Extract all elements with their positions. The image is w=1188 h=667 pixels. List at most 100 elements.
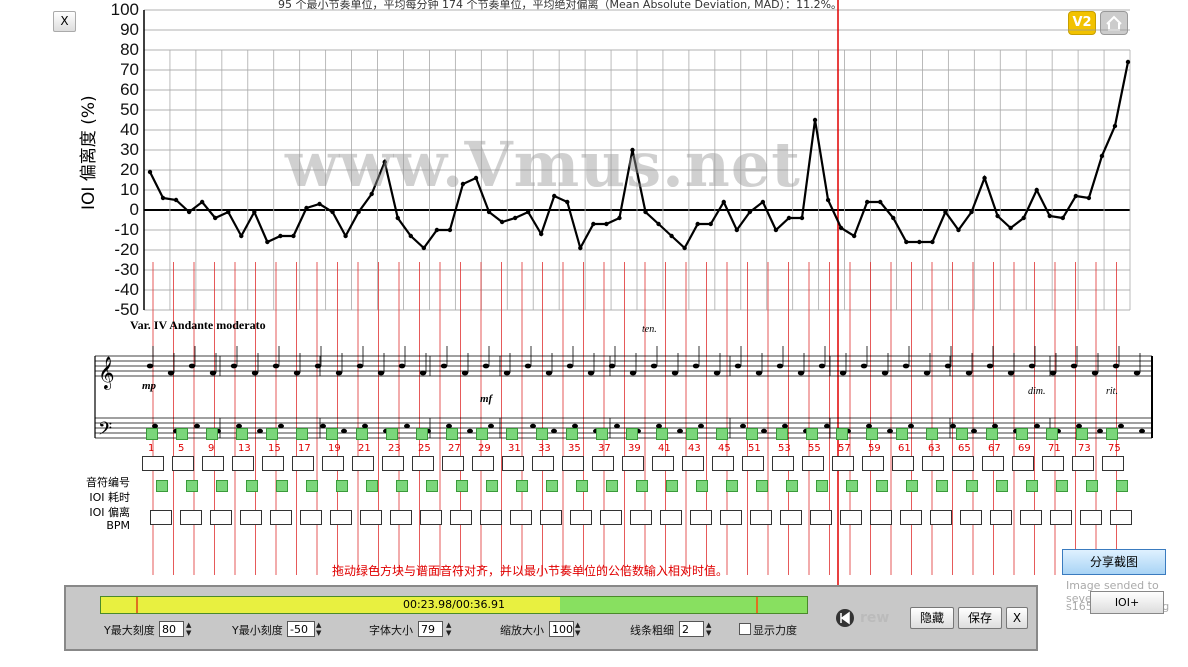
hide-button[interactable]: 隐藏 (910, 607, 954, 629)
relative-duration-input[interactable] (570, 510, 592, 525)
relative-duration-input[interactable] (592, 456, 614, 471)
relative-duration-input[interactable] (502, 456, 524, 471)
relative-duration-input[interactable] (300, 510, 322, 525)
alignment-handle[interactable] (696, 480, 708, 492)
relative-duration-input[interactable] (472, 456, 494, 471)
relative-duration-input[interactable] (412, 456, 434, 471)
relative-duration-input[interactable] (390, 510, 412, 525)
line-width-input[interactable]: 2 (679, 621, 704, 637)
relative-duration-input[interactable] (180, 510, 202, 525)
relative-duration-input[interactable] (442, 456, 464, 471)
alignment-handle[interactable] (836, 428, 848, 440)
alignment-handle[interactable] (1106, 428, 1118, 440)
relative-duration-input[interactable] (802, 456, 824, 471)
show-scale-checkbox[interactable] (739, 623, 751, 635)
relative-duration-input[interactable] (892, 456, 914, 471)
relative-duration-input[interactable] (142, 456, 164, 471)
rewind-icon[interactable] (836, 609, 854, 627)
relative-duration-input[interactable] (922, 456, 944, 471)
alignment-handle[interactable] (926, 428, 938, 440)
version-badge[interactable]: V2 (1068, 11, 1096, 35)
relative-duration-input[interactable] (742, 456, 764, 471)
relative-duration-input[interactable] (262, 456, 284, 471)
relative-duration-input[interactable] (832, 456, 854, 471)
alignment-handle[interactable] (846, 480, 858, 492)
relative-duration-input[interactable] (1072, 456, 1094, 471)
relative-duration-input[interactable] (1042, 456, 1064, 471)
relative-duration-input[interactable] (1110, 510, 1132, 525)
relative-duration-input[interactable] (352, 456, 374, 471)
relative-duration-input[interactable] (562, 456, 584, 471)
relative-duration-input[interactable] (172, 456, 194, 471)
relative-duration-input[interactable] (900, 510, 922, 525)
alignment-handle[interactable] (746, 428, 758, 440)
relative-duration-input[interactable] (712, 456, 734, 471)
alignment-handle[interactable] (906, 480, 918, 492)
alignment-handle[interactable] (1056, 480, 1068, 492)
relative-duration-input[interactable] (952, 456, 974, 471)
save-button[interactable]: 保存 (958, 607, 1002, 629)
relative-duration-input[interactable] (780, 510, 802, 525)
alignment-handle[interactable] (486, 480, 498, 492)
alignment-handle[interactable] (186, 480, 198, 492)
relative-duration-input[interactable] (202, 456, 224, 471)
relative-duration-input[interactable] (540, 510, 562, 525)
relative-duration-input[interactable] (600, 510, 622, 525)
relative-duration-input[interactable] (150, 510, 172, 525)
ioi-plus-button[interactable]: IOI+ (1090, 591, 1164, 614)
share-screenshot-button[interactable]: 分享截图 (1062, 549, 1166, 575)
alignment-handle[interactable] (996, 480, 1008, 492)
alignment-handle[interactable] (756, 480, 768, 492)
playback-progress-bar[interactable]: 00:23.98/00:36.91 (100, 596, 808, 614)
close-button[interactable]: X (53, 11, 76, 32)
relative-duration-input[interactable] (660, 510, 682, 525)
zoom-stepper[interactable]: ▲ ▼ (575, 621, 581, 637)
y-min-input[interactable]: -50 (287, 621, 315, 637)
relative-duration-input[interactable] (982, 456, 1004, 471)
relative-duration-input[interactable] (622, 456, 644, 471)
y-max-input[interactable]: 80 (159, 621, 184, 637)
line-width-stepper[interactable]: ▲ ▼ (706, 621, 712, 637)
alignment-handle[interactable] (1016, 428, 1028, 440)
relative-duration-input[interactable] (690, 510, 712, 525)
font-size-input[interactable]: 79 (418, 621, 443, 637)
relative-duration-input[interactable] (480, 510, 502, 525)
relative-duration-input[interactable] (1080, 510, 1102, 525)
alignment-handle[interactable] (986, 428, 998, 440)
relative-duration-input[interactable] (382, 456, 404, 471)
alignment-handle[interactable] (1086, 480, 1098, 492)
alignment-handle[interactable] (276, 480, 288, 492)
home-icon[interactable] (1100, 11, 1128, 35)
relative-duration-input[interactable] (1020, 510, 1042, 525)
alignment-handle[interactable] (236, 428, 248, 440)
zoom-input[interactable]: 100 (549, 621, 574, 637)
relative-duration-input[interactable] (810, 510, 832, 525)
relative-duration-input[interactable] (450, 510, 472, 525)
relative-duration-input[interactable] (360, 510, 382, 525)
alignment-handle[interactable] (216, 480, 228, 492)
alignment-handle[interactable] (326, 428, 338, 440)
alignment-handle[interactable] (446, 428, 458, 440)
relative-duration-input[interactable] (232, 456, 254, 471)
alignment-handle[interactable] (366, 480, 378, 492)
relative-duration-input[interactable] (630, 510, 652, 525)
relative-duration-input[interactable] (270, 510, 292, 525)
alignment-handle[interactable] (546, 480, 558, 492)
relative-duration-input[interactable] (322, 456, 344, 471)
relative-duration-input[interactable] (652, 456, 674, 471)
alignment-handle[interactable] (566, 428, 578, 440)
relative-duration-input[interactable] (1012, 456, 1034, 471)
alignment-handle[interactable] (1026, 480, 1038, 492)
alignment-handle[interactable] (776, 428, 788, 440)
alignment-handle[interactable] (176, 428, 188, 440)
alignment-handle[interactable] (456, 480, 468, 492)
alignment-handle[interactable] (966, 480, 978, 492)
alignment-handle[interactable] (206, 428, 218, 440)
alignment-handle[interactable] (246, 480, 258, 492)
relative-duration-input[interactable] (292, 456, 314, 471)
alignment-handle[interactable] (606, 480, 618, 492)
relative-duration-input[interactable] (772, 456, 794, 471)
alignment-handle[interactable] (686, 428, 698, 440)
relative-duration-input[interactable] (210, 510, 232, 525)
alignment-handle[interactable] (356, 428, 368, 440)
